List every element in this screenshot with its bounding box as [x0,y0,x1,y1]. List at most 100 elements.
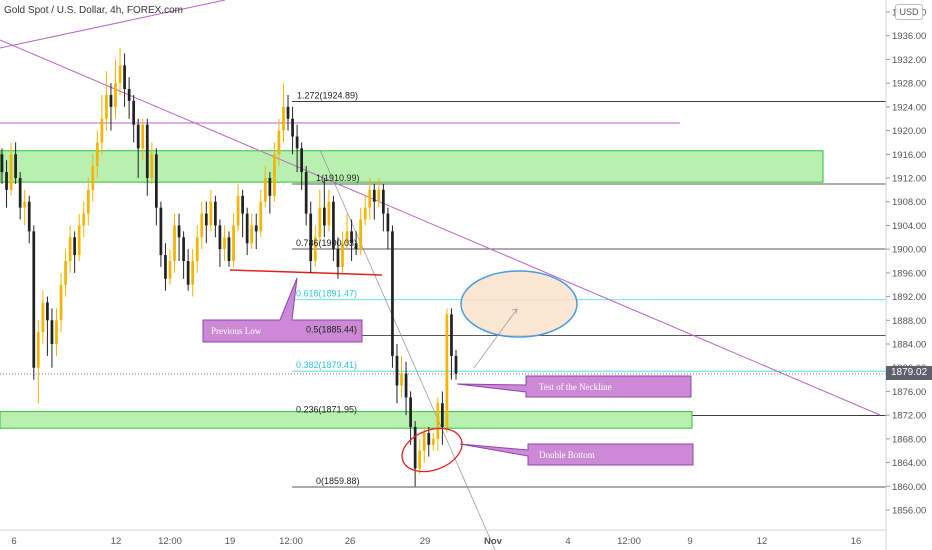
candle-body [182,237,185,261]
candle-body [422,432,426,451]
candle-body [164,255,167,279]
candle-body [186,261,190,285]
candle-body [100,118,104,143]
candle-body [14,154,17,178]
candle-body [209,201,213,226]
fib-labels: 1.272(1924.89) 1(1910.99) 0.786(1900.03) 0.… [296,91,360,486]
candle-body [395,355,399,386]
candlesticks [0,47,458,487]
candle-body [23,201,27,208]
candle-body [232,225,235,261]
fib-label: 0.618(1891.47) [296,289,357,299]
y-tick-label: 1924.00 [892,102,926,113]
fib-label: 0.786(1900.03) [296,238,357,248]
candle-body [404,373,408,398]
x-tick-label: 12:00 [279,536,303,547]
y-tick-label: 1888.00 [892,316,926,327]
y-tick-label: 1920.00 [892,126,926,137]
candle-body [168,261,172,279]
callouts: Previous Low Test of the Neckline Double… [202,277,694,466]
x-tick-label: 4 [565,536,570,547]
target-arrow [473,308,518,369]
candle-body [332,201,335,250]
trendline-top [0,0,226,49]
double-bottom-label: Double Bottom [539,450,595,460]
green-zone [0,150,824,183]
candle-body [381,189,385,214]
neckline-callout [456,375,692,398]
candle-body [227,237,231,261]
candle-body [263,178,267,202]
fib-label: 1(1910.99) [316,173,360,183]
candle-body [200,213,204,238]
double-bottom-circle [401,427,463,473]
candle-body [377,189,381,202]
candle-body [41,302,45,333]
candle-body [141,124,145,149]
candle-body [123,65,126,90]
candle-body [359,219,363,250]
fib-label: 0(1859.88) [316,476,360,486]
x-tick-label: 16 [851,536,862,547]
y-tick-label: 1856.00 [892,506,926,517]
candle-body [105,95,108,119]
candle-body [345,231,349,244]
x-tick-label: 12:00 [617,536,641,547]
candle-body [9,154,13,190]
candle-body [159,207,163,256]
y-tick-label: 1900.00 [892,245,926,256]
candle-body [223,237,226,250]
candle-body [36,332,40,368]
fib-label: 0.382(1879.41) [296,360,357,370]
chart-title: Gold Spot / U.S. Dollar, 4h, FOREX.com [4,5,183,16]
candle-body [413,427,417,469]
currency-button[interactable]: USD [895,4,923,20]
fib-label: 1.272(1924.89) [297,91,358,101]
candle-body [241,195,244,214]
candle-body [109,95,113,107]
candle-body [191,261,195,285]
candle-body [391,231,394,356]
candle-body [268,178,272,196]
candle-body [218,225,222,250]
candle-body [300,148,304,173]
candle-body [286,106,290,119]
support-resistance-zones [0,150,824,429]
x-tick-label: 12 [757,536,768,547]
candle-body [77,225,81,256]
y-tick-label: 1912.00 [892,174,926,185]
time-axis[interactable]: 6 12 12:00 19 12:00 26 29 Nov 4 12:00 9 12 16 [11,536,861,547]
fib-label: 0.5(1885.44) [306,324,357,334]
x-tick-label: 12:00 [158,536,182,547]
candle-body [250,225,254,244]
candle-body [68,237,72,261]
double-bottom-callout [459,443,694,466]
candle-body [32,231,36,368]
candle-body [291,118,294,137]
candle-body [132,100,136,125]
x-tick-label: Nov [484,536,503,547]
candle-body [427,432,431,445]
trendlines [0,0,886,550]
y-tick-label: 1908.00 [892,197,926,208]
candle-body [354,243,358,250]
annotation-shapes [401,270,578,473]
candle-body [386,213,390,232]
y-tick-label: 1932.00 [892,55,926,66]
fib-lines [292,101,886,488]
candle-body [0,154,4,173]
candle-body [204,213,208,226]
candle-body [214,201,217,226]
price-axis[interactable]: 1856.00 1860.00 1864.00 1868.00 1872.00 1876.… [886,8,926,517]
candle-body [118,65,122,84]
y-tick-label: 1928.00 [892,79,926,90]
previous-low-line [229,269,383,276]
x-tick-label: 6 [11,536,16,547]
candle-body [418,450,422,469]
candle-body [114,83,117,107]
candle-body [295,136,299,149]
candle-body [431,438,435,445]
y-tick-label: 1884.00 [892,340,926,351]
candle-body [95,142,99,167]
